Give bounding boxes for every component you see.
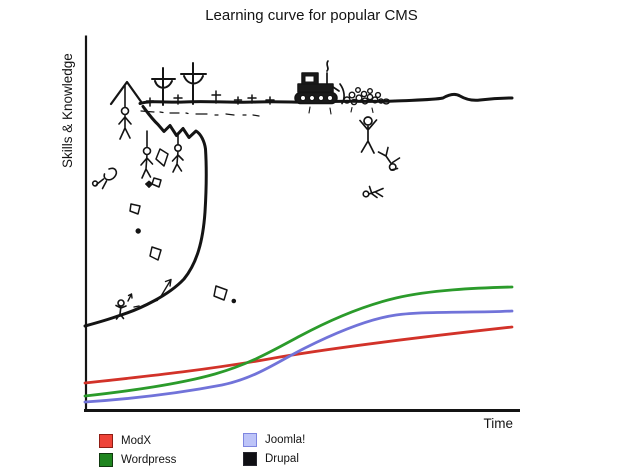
- joomla-curve: [83, 309, 514, 404]
- legend-label-modx: ModX: [121, 435, 152, 447]
- boulder-pile-doodle: [343, 87, 384, 106]
- legend-label-wordpress: Wordpress: [121, 454, 177, 466]
- splatted-figure-doodle: [362, 185, 384, 199]
- tumbling-climber-doodle: [91, 167, 118, 190]
- hanging-climber-2-doodle: [171, 132, 184, 173]
- y-axis-label: Skills & Knowledge: [60, 53, 75, 168]
- wordpress-curve: [83, 285, 514, 398]
- drupal-swatch: [243, 452, 257, 466]
- hanging-climber-1-doodle: [140, 130, 154, 179]
- legend-label-drupal: Drupal: [265, 453, 299, 465]
- crucifix-grave-1-doodle: [151, 67, 176, 106]
- bulldozer-exhaust-blade-doodle: [326, 60, 345, 105]
- modx-swatch: [99, 434, 113, 448]
- bulldozer-window-doodle: [304, 75, 315, 83]
- hanged-figure-doodle: [118, 85, 132, 140]
- joomla-swatch: [243, 433, 257, 447]
- climb-route-arrows-doodle: [127, 278, 172, 308]
- climbing-figure-start-doodle: [115, 299, 127, 320]
- crucifix-grave-2-doodle: [180, 62, 207, 105]
- drupal-doodles: [91, 60, 401, 320]
- bulldozer-wheels-doodle: [299, 94, 334, 102]
- legend-item-wordpress: Wordpress: [99, 453, 176, 467]
- legend-label-joomla: Joomla!: [265, 434, 306, 446]
- wordpress-swatch: [99, 453, 113, 467]
- modx-curve: [83, 325, 514, 385]
- small-cross-graves-doodle: [145, 90, 275, 107]
- drupal-plateau-curve: [138, 92, 514, 105]
- legend-item-modx: ModX: [99, 434, 151, 448]
- edge-hole-doodle: [382, 98, 391, 105]
- falling-rocks-doodle: [129, 148, 228, 301]
- legend-item-drupal: Drupal: [243, 452, 299, 466]
- drupal-cliff-curve: [83, 105, 208, 328]
- falling-rocks-solid-doodle: [135, 180, 237, 304]
- falling-figure-arms-up-doodle: [359, 116, 378, 154]
- gallows-frame-doodle: [109, 80, 144, 106]
- x-axis-label: Time: [483, 416, 514, 431]
- root-ticks-doodle: [308, 106, 374, 115]
- ground-dash-line-doodle: [140, 110, 260, 117]
- legend-item-joomla: Joomla!: [243, 433, 305, 447]
- bulldozer-track-doodle: [294, 91, 338, 105]
- falling-figure-tumbling-doodle: [377, 146, 401, 171]
- chart-title: Learning curve for popular CMS: [205, 7, 418, 24]
